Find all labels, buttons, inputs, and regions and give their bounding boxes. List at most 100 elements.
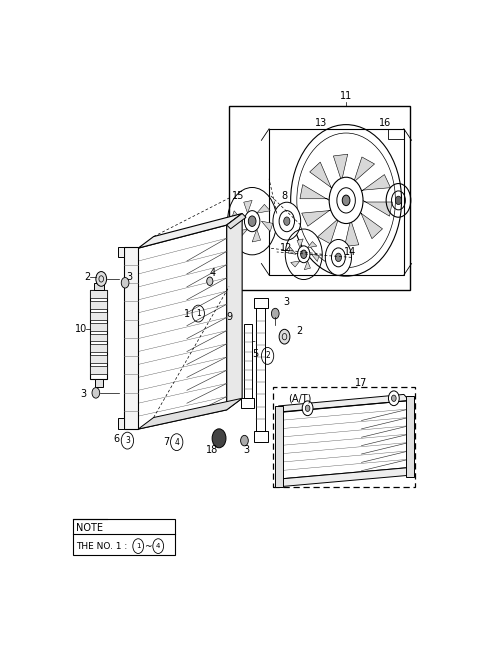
Polygon shape: [227, 213, 246, 229]
Polygon shape: [257, 205, 270, 213]
Text: 4: 4: [174, 438, 179, 447]
Polygon shape: [118, 247, 124, 257]
Circle shape: [240, 436, 248, 446]
Polygon shape: [234, 229, 248, 238]
Text: 3: 3: [283, 297, 289, 307]
Polygon shape: [351, 157, 374, 184]
Text: 14: 14: [344, 247, 356, 257]
Polygon shape: [138, 213, 242, 248]
Polygon shape: [90, 312, 108, 319]
Polygon shape: [312, 255, 319, 262]
Circle shape: [273, 202, 300, 240]
Circle shape: [396, 196, 402, 205]
Polygon shape: [231, 211, 243, 221]
Circle shape: [336, 253, 341, 262]
Text: NOTE: NOTE: [76, 523, 103, 533]
Polygon shape: [345, 216, 359, 247]
Polygon shape: [291, 261, 300, 267]
Text: 12: 12: [280, 243, 292, 253]
Text: 11: 11: [340, 91, 352, 100]
Text: 2: 2: [265, 352, 270, 360]
Bar: [229, 106, 410, 291]
Bar: [73, 519, 175, 554]
Polygon shape: [288, 247, 296, 255]
Polygon shape: [90, 323, 108, 331]
Circle shape: [298, 246, 310, 262]
Circle shape: [305, 405, 310, 411]
Polygon shape: [244, 200, 252, 213]
Polygon shape: [310, 162, 332, 190]
Polygon shape: [94, 283, 104, 291]
Text: 7: 7: [163, 437, 169, 447]
Circle shape: [325, 239, 351, 276]
Text: 9: 9: [226, 312, 232, 322]
Text: 2: 2: [84, 272, 91, 282]
Circle shape: [121, 277, 129, 288]
Text: 8: 8: [281, 191, 288, 201]
Circle shape: [212, 429, 226, 448]
Text: 1: 1: [184, 308, 190, 319]
Text: 13: 13: [315, 117, 327, 128]
Text: 15: 15: [232, 191, 244, 201]
Text: 6: 6: [114, 434, 120, 444]
Polygon shape: [278, 468, 409, 487]
Polygon shape: [124, 247, 138, 429]
Circle shape: [248, 216, 256, 226]
Polygon shape: [90, 355, 108, 363]
Text: 1: 1: [136, 543, 141, 549]
Circle shape: [96, 272, 107, 286]
Polygon shape: [300, 184, 329, 200]
Polygon shape: [334, 154, 348, 184]
Circle shape: [392, 395, 396, 401]
Polygon shape: [318, 216, 341, 244]
Polygon shape: [278, 394, 409, 412]
Text: (A/T): (A/T): [288, 393, 312, 403]
Circle shape: [92, 388, 100, 398]
Circle shape: [302, 401, 313, 416]
Text: ~: ~: [144, 542, 151, 550]
Circle shape: [271, 308, 279, 319]
Polygon shape: [252, 229, 261, 242]
Polygon shape: [138, 398, 242, 429]
Text: 3: 3: [243, 445, 249, 455]
Circle shape: [388, 391, 399, 405]
Polygon shape: [406, 396, 414, 477]
Polygon shape: [90, 334, 108, 341]
Polygon shape: [363, 200, 392, 216]
Text: 3: 3: [81, 390, 86, 400]
Text: 10: 10: [75, 324, 87, 334]
Polygon shape: [90, 291, 108, 298]
Polygon shape: [308, 241, 317, 247]
Circle shape: [244, 211, 260, 232]
Polygon shape: [360, 174, 391, 191]
Polygon shape: [90, 301, 108, 309]
Text: 16: 16: [378, 117, 391, 128]
Text: 3: 3: [126, 272, 132, 282]
Polygon shape: [90, 344, 108, 352]
Polygon shape: [304, 261, 311, 270]
Polygon shape: [118, 419, 124, 429]
Text: THE NO. 1 :: THE NO. 1 :: [76, 542, 130, 550]
Polygon shape: [262, 221, 273, 232]
Circle shape: [279, 329, 290, 344]
Polygon shape: [360, 211, 383, 239]
Text: 17: 17: [355, 378, 368, 388]
Polygon shape: [275, 406, 283, 487]
Text: 3: 3: [125, 436, 130, 445]
Circle shape: [284, 217, 290, 226]
Circle shape: [207, 277, 213, 285]
Polygon shape: [95, 379, 103, 387]
Bar: [388, 129, 404, 139]
Text: 2: 2: [296, 326, 302, 337]
Text: 4: 4: [210, 268, 216, 277]
Polygon shape: [227, 213, 242, 410]
Circle shape: [329, 177, 363, 224]
Text: 5: 5: [252, 350, 258, 359]
Text: 18: 18: [206, 445, 218, 455]
Polygon shape: [90, 366, 108, 374]
Polygon shape: [297, 239, 303, 247]
Text: 1: 1: [196, 309, 201, 318]
Polygon shape: [302, 210, 332, 226]
Bar: [273, 387, 415, 487]
Text: 4: 4: [156, 543, 160, 549]
